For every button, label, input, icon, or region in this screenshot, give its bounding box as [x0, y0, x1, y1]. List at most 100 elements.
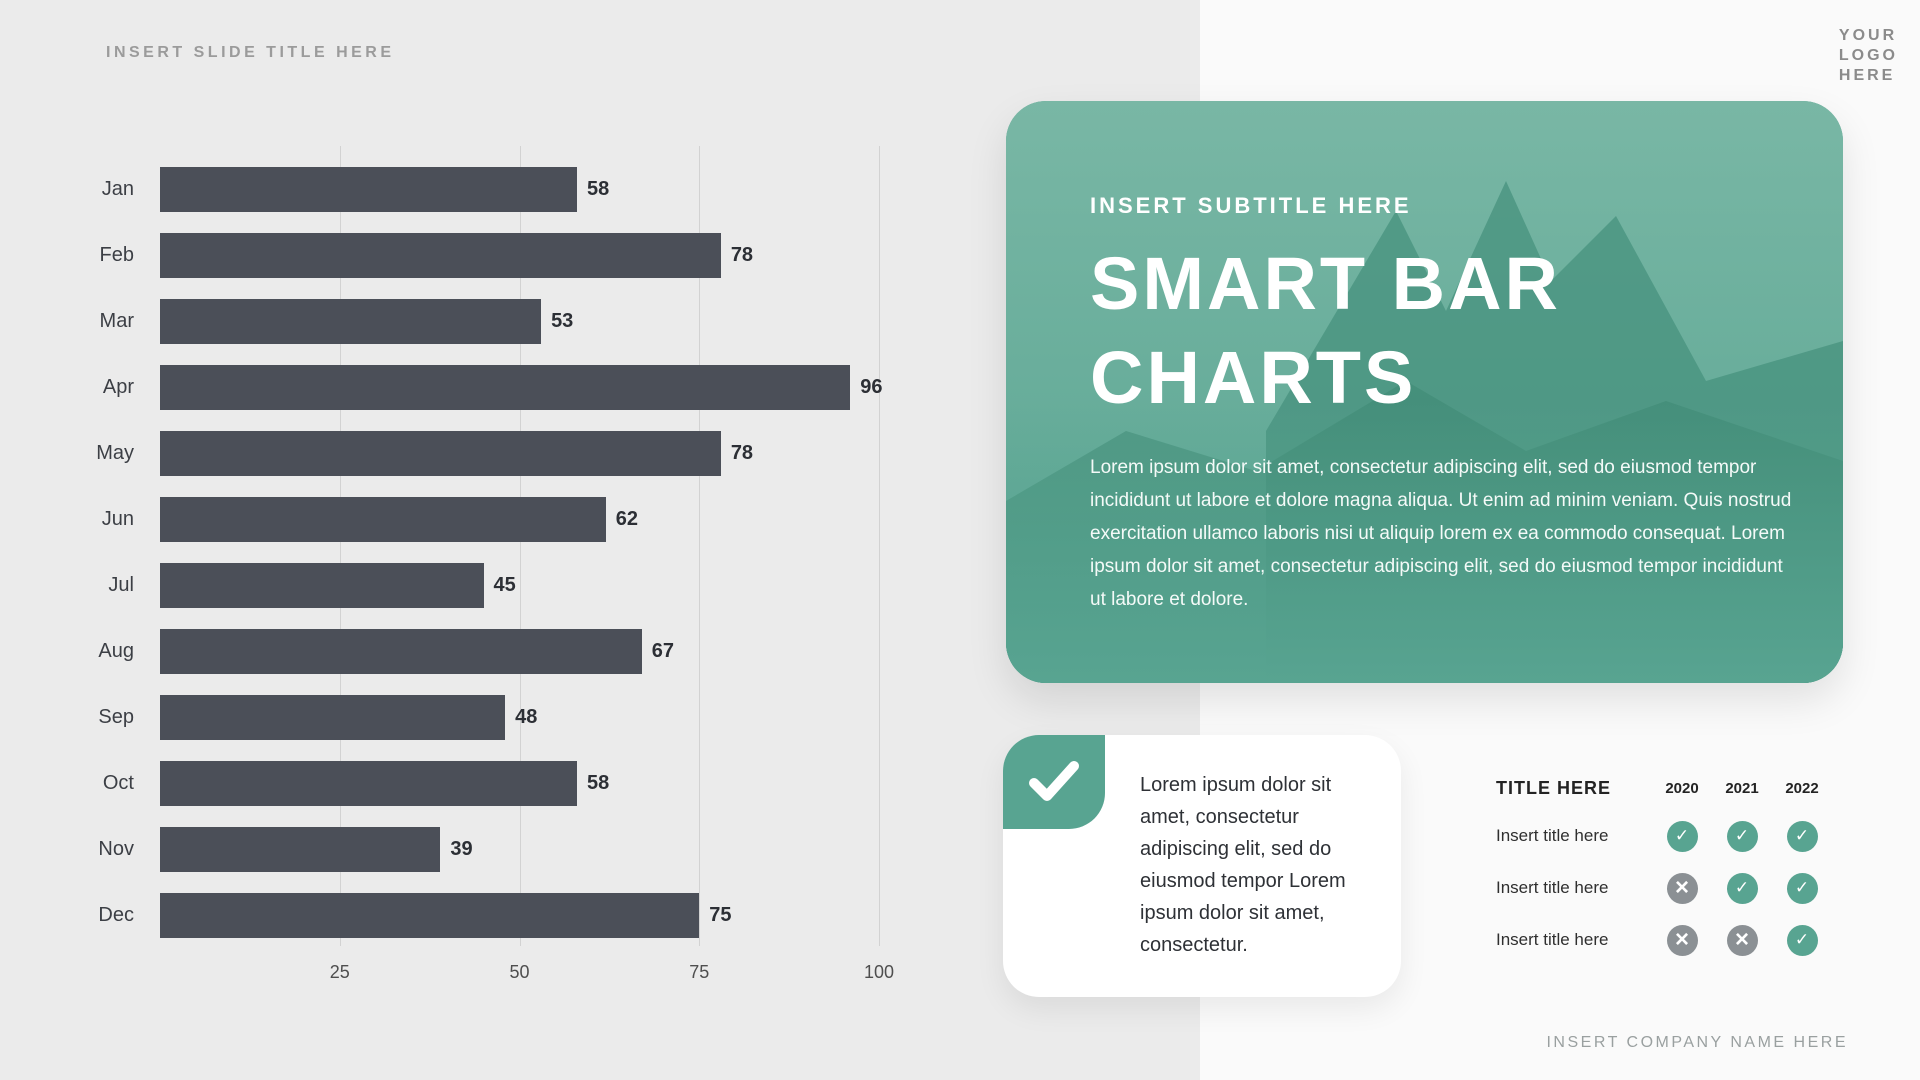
matrix-row-label: Insert title here	[1496, 826, 1609, 845]
gridline	[699, 146, 701, 946]
bar	[160, 364, 851, 410]
bar-row: Dec 75	[98, 882, 879, 948]
category-label: Aug	[98, 639, 134, 662]
check-icon	[1029, 761, 1079, 801]
matrix-column-header: 2021	[1725, 779, 1759, 797]
bar	[160, 826, 441, 872]
bar-row: Nov 39	[98, 816, 879, 882]
matrix-grid: TITLE HERE 2020 2021 2022 Insert title here ✓…	[1496, 766, 1856, 966]
logo-line: LOGO	[1838, 47, 1898, 64]
bar-rows: Jan 58 Feb 78 Mar 53 Apr 96 May 78 Jun 62 Jul 45 Aug 67…	[96, 156, 883, 948]
cross-circle-icon: ×	[1726, 924, 1758, 956]
bar-row: Mar 53	[100, 288, 879, 354]
check-circle-icon: ✓	[1726, 872, 1758, 904]
x-tick-label: 50	[509, 962, 530, 982]
note-card: Lorem ipsum dolor sit amet, consectetur …	[1003, 735, 1401, 997]
bar	[160, 694, 506, 740]
value-label: 58	[587, 771, 610, 794]
value-label: 78	[730, 441, 754, 464]
bar-row: May 78	[96, 420, 879, 486]
logo-line: YOUR	[1838, 27, 1898, 44]
company-name-placeholder: INSERT COMPANY NAME HERE	[1546, 1034, 1848, 1051]
bar	[160, 298, 542, 344]
feature-title: SMART BAR CHARTS	[1090, 242, 1561, 419]
category-label: Feb	[99, 243, 134, 266]
matrix-cell: ×	[1652, 914, 1712, 966]
gridline	[879, 146, 880, 946]
check-circle-icon: ✓	[1786, 924, 1818, 956]
category-label: Jul	[108, 573, 134, 596]
matrix-cell: ×	[1652, 862, 1712, 914]
gridlines	[160, 146, 880, 946]
cross-circle-icon: ×	[1666, 924, 1698, 956]
matrix-row-label: Insert title here	[1496, 878, 1609, 897]
x-tick-label: 100	[863, 962, 895, 982]
bar	[160, 892, 700, 938]
gridline	[339, 146, 341, 946]
value-label: 96	[860, 375, 883, 398]
value-label: 48	[515, 705, 538, 728]
bar-row: Sep 48	[98, 684, 879, 750]
bar-chart: Jan 58 Feb 78 Mar 53 Apr 96 May 78 Jun 62 Jul 45 Aug 67…	[96, 146, 894, 982]
bar	[160, 496, 606, 542]
category-label: Sep	[98, 705, 134, 728]
value-label: 78	[730, 243, 754, 266]
value-label: 45	[493, 573, 516, 596]
category-label: Dec	[98, 903, 134, 926]
mountain-background-image	[1006, 101, 1843, 683]
check-circle-icon: ✓	[1666, 820, 1698, 852]
gridline	[519, 146, 521, 946]
category-label: May	[96, 441, 134, 464]
matrix-cell: ✓	[1652, 810, 1712, 862]
x-tick-label: 25	[329, 962, 350, 982]
check-circle-icon: ✓	[1786, 872, 1818, 904]
category-label: Jun	[101, 507, 134, 530]
bar-row: Oct 58	[103, 750, 879, 816]
bar-row: Jul 45	[108, 552, 879, 618]
bar-row: Jun 62	[102, 486, 879, 552]
matrix-cell: ✓	[1772, 862, 1832, 914]
cross-circle-icon: ×	[1666, 872, 1698, 904]
value-label: 67	[651, 639, 674, 662]
matrix-title: TITLE HERE	[1496, 777, 1612, 798]
bar	[160, 760, 578, 806]
check-circle-icon: ✓	[1786, 820, 1818, 852]
matrix-column-header: 2022	[1785, 779, 1819, 797]
category-label: Oct	[102, 771, 134, 794]
bar	[160, 430, 721, 476]
bar-row: Feb 78	[100, 222, 879, 288]
year-matrix: TITLE HERE 2020 2021 2022 Insert title here ✓…	[1496, 766, 1856, 966]
matrix-row-label: Insert title here	[1496, 930, 1609, 949]
note-text: Lorem ipsum dolor sit amet, consectetur …	[1140, 774, 1346, 956]
category-label: Nov	[98, 837, 134, 860]
bar-row: Apr 96	[103, 354, 883, 420]
feature-card-content: INSERT SUBTITLE HERE SMART BAR CHARTS Lo…	[1090, 193, 1796, 616]
bar	[160, 628, 642, 674]
category-label: Jan	[101, 177, 134, 200]
feature-card: INSERT SUBTITLE HERE SMART BAR CHARTS Lo…	[1006, 101, 1843, 683]
bar-row: Aug 67	[98, 618, 879, 684]
feature-subtitle: INSERT SUBTITLE HERE	[1090, 193, 1412, 218]
logo-placeholder: YOUR LOGO HERE	[1839, 26, 1898, 86]
slide-title-placeholder: INSERT SLIDE TITLE HERE	[106, 44, 395, 61]
value-label: 58	[587, 177, 610, 200]
bar	[160, 562, 484, 608]
x-tick-label: 75	[689, 962, 710, 982]
check-badge	[1003, 735, 1105, 829]
value-label: 39	[450, 837, 473, 860]
bar	[160, 166, 578, 212]
matrix-cell: ✓	[1712, 810, 1772, 862]
matrix-cell: ✓	[1712, 862, 1772, 914]
value-label: 53	[551, 309, 574, 332]
category-label: Mar	[99, 309, 134, 332]
value-label: 75	[709, 903, 732, 926]
feature-body-text: Lorem ipsum dolor sit amet, consectetur …	[1090, 457, 1792, 610]
matrix-column-header: 2020	[1665, 779, 1699, 797]
value-label: 62	[615, 507, 639, 530]
category-label: Apr	[102, 375, 134, 398]
matrix-cell: ✓	[1772, 914, 1832, 966]
bar	[160, 232, 721, 278]
logo-line: HERE	[1838, 67, 1896, 84]
matrix-cell: ✓	[1772, 810, 1832, 862]
check-circle-icon: ✓	[1726, 820, 1758, 852]
